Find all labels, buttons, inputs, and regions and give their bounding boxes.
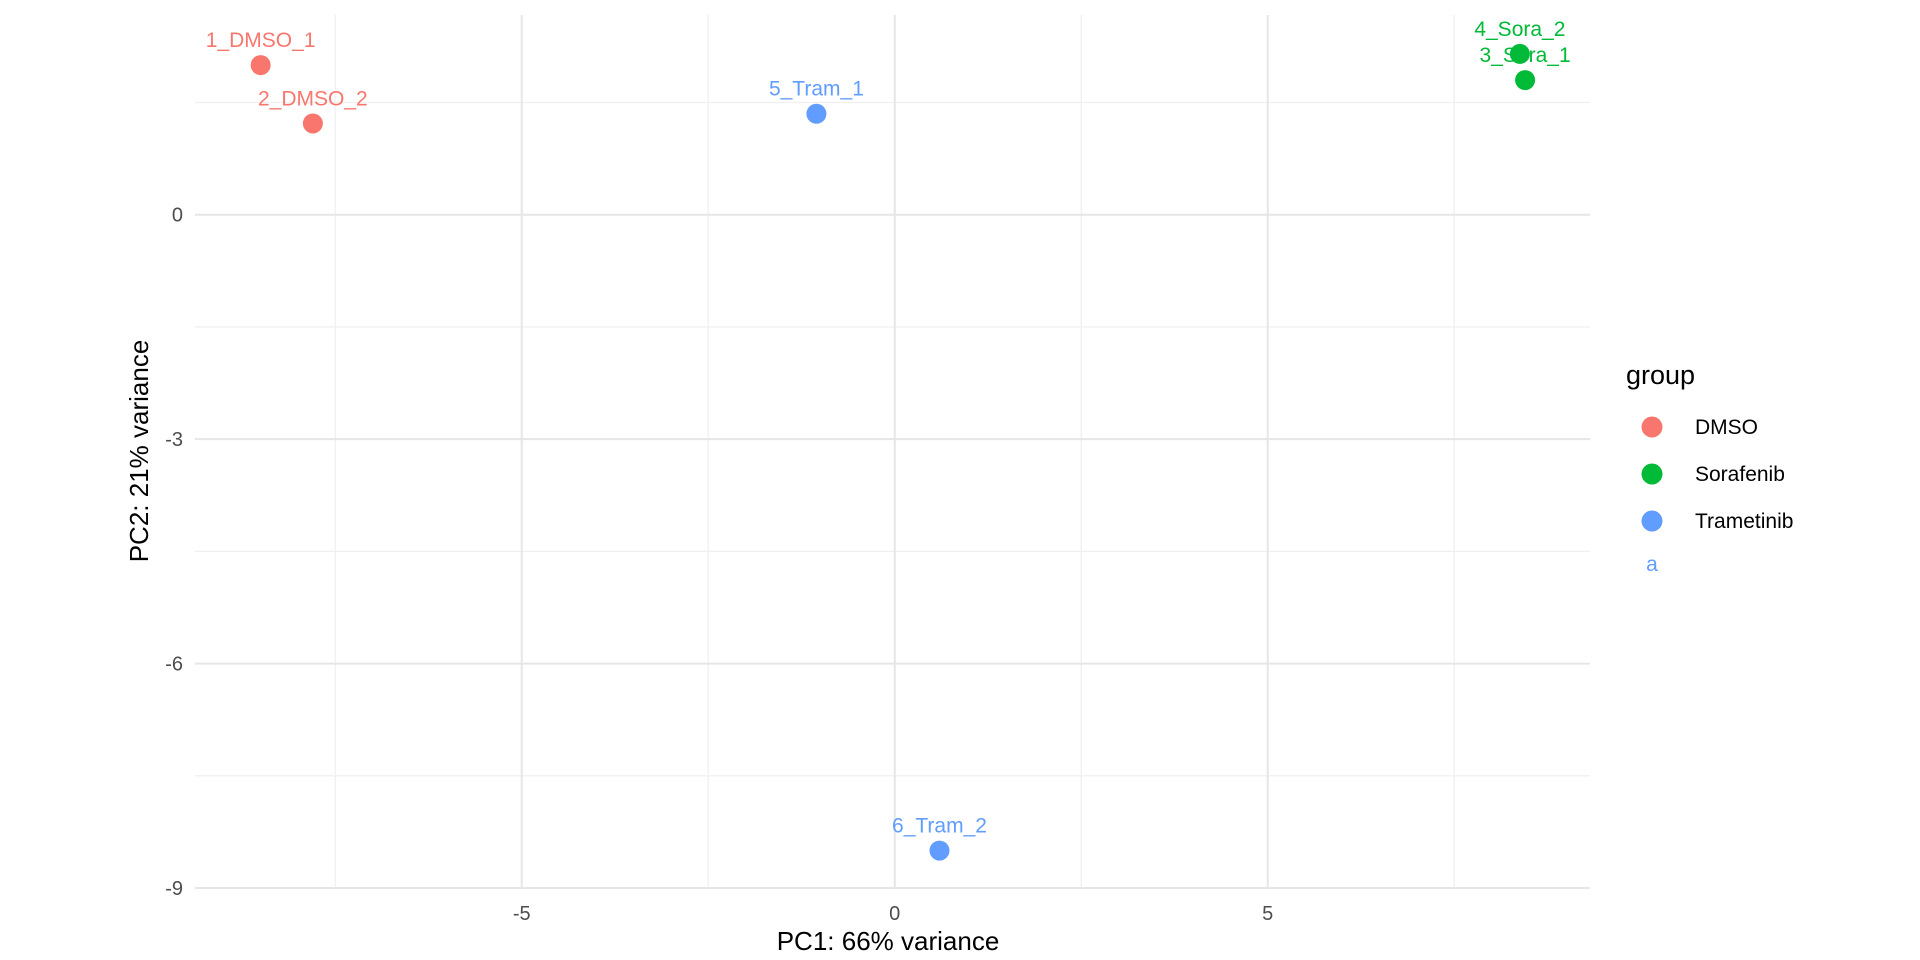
point-label: 1_DMSO_1 (206, 29, 316, 52)
x-axis-title: PC1: 66% variance (777, 926, 1000, 956)
point-label: 5_Tram_1 (769, 78, 864, 101)
legend-label: Sorafenib (1695, 463, 1785, 486)
legend-title: group (1626, 360, 1695, 390)
y-tick-label: -9 (165, 878, 183, 900)
point-label: 2_DMSO_2 (258, 87, 368, 110)
point-label: 3_Sora_1 (1480, 44, 1571, 67)
data-point (806, 103, 827, 124)
y-axis-title: PC2: 21% variance (124, 340, 154, 563)
legend-key (1641, 510, 1663, 532)
data-point (302, 113, 323, 134)
legend-items: DMSO Sorafenib Trametinib (1641, 416, 1793, 533)
data-points (250, 43, 1536, 861)
data-point (929, 840, 950, 861)
data-point (1509, 43, 1530, 64)
point-labels: 1_DMSO_1 2_DMSO_2 3_Sora_1 4_Sora_2 5_Tram_1… (206, 18, 1571, 838)
point-label: 6_Tram_2 (892, 815, 987, 838)
x-tick-label: 0 (889, 903, 900, 925)
axis-ticks: -5 0 5 0 -3 -6 -9 (165, 205, 1273, 925)
legend-label: DMSO (1695, 416, 1758, 439)
x-tick-label: -5 (513, 903, 531, 925)
legend-label: Trametinib (1695, 510, 1793, 533)
grid (195, 15, 1590, 889)
legend-text-key: a (1646, 553, 1658, 576)
data-point (1515, 70, 1536, 91)
legend-key (1641, 463, 1663, 485)
point-label: 4_Sora_2 (1474, 18, 1565, 41)
data-point (250, 55, 271, 76)
y-tick-label: 0 (172, 205, 183, 227)
x-tick-label: 5 (1262, 903, 1273, 925)
y-tick-label: -3 (165, 429, 183, 451)
legend-key (1641, 416, 1663, 438)
y-tick-label: -6 (165, 654, 183, 676)
legend: group DMSO Sorafenib Trametinib a (1626, 360, 1793, 576)
